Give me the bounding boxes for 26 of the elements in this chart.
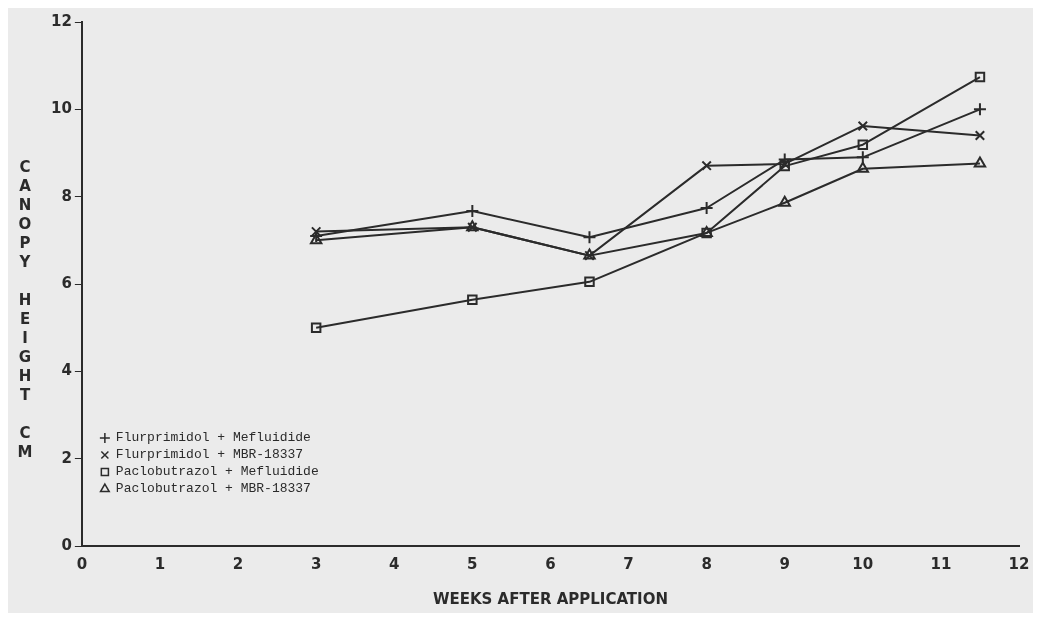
y-axis-title: CANOPY HEIGHT CM <box>16 158 34 462</box>
x-tick-label: 11 <box>930 554 952 573</box>
x-tick-label: 6 <box>545 554 556 573</box>
legend-label: Paclobutrazol + Mefluidide <box>115 464 319 480</box>
x-tick-label: 3 <box>310 554 322 573</box>
y-tick-label: 4 <box>61 361 72 380</box>
x-tick-label: 12 <box>1008 554 1030 573</box>
x-tick-label: 8 <box>701 554 712 573</box>
legend-label: Paclobutrazol + MBR-18337 <box>115 481 311 497</box>
x-axis-title: WEEKS AFTER APPLICATION <box>432 589 668 608</box>
y-tick-label: 8 <box>61 186 72 205</box>
x-tick-label: 2 <box>232 554 244 573</box>
x-tick-label: 7 <box>623 554 634 573</box>
x-tick-label: 4 <box>389 554 400 573</box>
y-tick-label: 10 <box>51 99 72 118</box>
x-tick-label: 1 <box>154 554 166 573</box>
y-tick-label: 6 <box>61 273 72 292</box>
x-tick-label: 10 <box>852 554 874 573</box>
x-tick-label: 0 <box>76 554 88 573</box>
y-tick-label: 2 <box>61 448 72 467</box>
legend-label: Flurprimidol + Mefluidide <box>115 430 311 446</box>
x-tick-label: 5 <box>467 554 478 573</box>
legend-label: Flurprimidol + MBR-18337 <box>115 447 304 463</box>
x-tick-label: 9 <box>779 554 790 573</box>
y-tick-label: 12 <box>51 11 72 30</box>
y-tick-label: 0 <box>61 535 72 554</box>
